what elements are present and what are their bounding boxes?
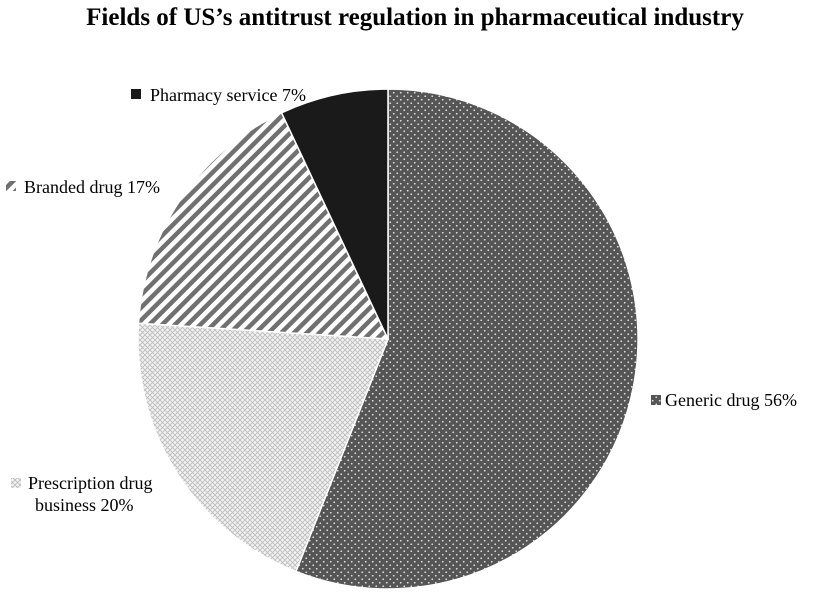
- pie-slice-generic-drug: [294, 88, 639, 590]
- marker-generic-drug: [651, 395, 661, 405]
- label-generic-drug: Generic drug 56%: [665, 390, 797, 410]
- marker-pharmacy-service: [131, 89, 141, 99]
- chart-title: Fields of US’s antitrust regulation in p…: [86, 4, 744, 31]
- label-branded-drug: Branded drug 17%: [24, 177, 160, 197]
- marker-branded-drug: [6, 181, 16, 191]
- pie-slice-prescription-drug-business: [137, 322, 390, 573]
- legend-markers: [6, 89, 661, 488]
- pie-slices: [137, 88, 639, 590]
- label-prescription-drug-business: Prescription drug business 20%: [28, 473, 152, 515]
- pie-slice-branded-drug: [137, 111, 390, 340]
- pie-slice-pharmacy-service: [280, 88, 389, 340]
- pie-labels: Generic drug 56% Prescription drug busines…: [24, 85, 797, 515]
- label-pharmacy-service: Pharmacy service 7%: [150, 85, 306, 105]
- marker-prescription-drug-business: [11, 478, 21, 488]
